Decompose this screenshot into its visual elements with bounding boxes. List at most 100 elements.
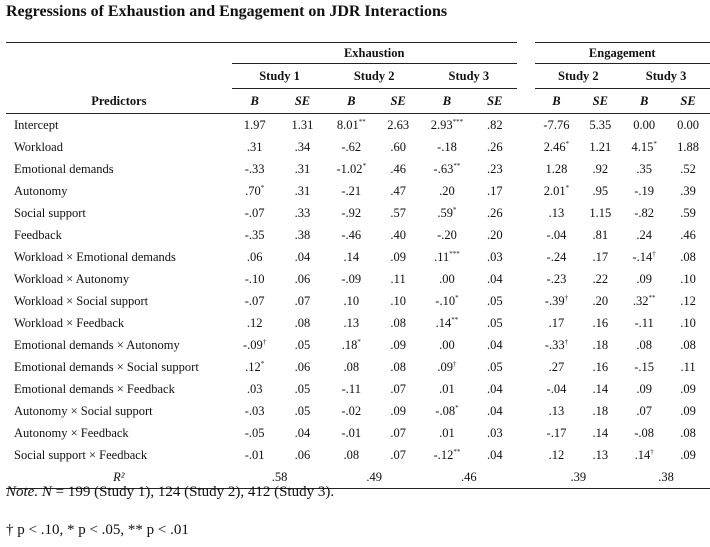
cell-value: .14 (343, 249, 360, 264)
cell-value: .07 (390, 381, 406, 396)
coefficient-cell: -.24 (535, 246, 579, 268)
predictor-label: Emotional demands × Feedback (14, 381, 175, 396)
cell-value: 2.46 (543, 139, 566, 154)
cell-value: .10 (390, 293, 406, 308)
table-row: Autonomy .70* .31 -.21.47.20.17 2.01* .95 -.19… (6, 180, 710, 202)
se-cell: .04 (278, 246, 328, 268)
predictor-label: Autonomy × Social support (14, 403, 153, 418)
cell-value: .06 (294, 447, 311, 462)
significance-marker: * (357, 337, 361, 346)
predictor-label: Social support (14, 205, 86, 220)
column-gap (517, 268, 535, 290)
coefficient-cell: -.14† (622, 246, 666, 268)
se-cell: .07 (375, 378, 421, 400)
coefficient-cell: .13 (535, 400, 579, 422)
cell-value: -7.76 (543, 117, 570, 132)
coefficient-cell: -.92 (327, 202, 375, 224)
se-cell: 0.00 (666, 114, 710, 137)
coefficient-cell: .17 (535, 312, 579, 334)
coefficient-cell: -.18 (421, 136, 473, 158)
cell-value: 1.31 (291, 117, 314, 132)
cell-value: -.23 (546, 271, 567, 286)
cell-value: .40 (390, 227, 406, 242)
b-header: B (421, 88, 473, 114)
cell-value: .11 (434, 249, 450, 264)
se-cell: .05 (473, 356, 517, 378)
cell-value: .05 (294, 337, 311, 352)
cell-value: .14 (435, 315, 452, 330)
predictor-label: Feedback (14, 227, 62, 242)
coefficient-cell: .08 (327, 444, 375, 466)
cell-value: .27 (548, 359, 565, 374)
coefficient-cell: -.63** (421, 158, 473, 180)
se-header: SE (578, 88, 623, 114)
coefficient-cell: .70* (232, 180, 278, 202)
se-cell: .20 (473, 224, 517, 246)
coefficient-cell: .31 (232, 136, 278, 158)
coefficient-cell: .12* (232, 356, 278, 378)
se-cell: .05 (473, 290, 517, 312)
cell-value: -.08 (634, 425, 655, 440)
cell-value: .12 (246, 315, 263, 330)
se-cell: .22 (578, 268, 622, 290)
cell-value: .81 (592, 227, 609, 242)
se-cell: .03 (473, 246, 517, 268)
cell-value: -.92 (341, 205, 362, 220)
cell-value: .06 (294, 359, 311, 374)
cell-value: -.20 (437, 227, 457, 242)
predictor-label: Social support × Feedback (14, 447, 148, 462)
coefficient-cell: -.05 (232, 422, 278, 444)
significance-marker: ** (358, 117, 366, 126)
cell-value: -.09 (243, 337, 263, 352)
column-gap (517, 378, 535, 400)
cell-value: .17 (592, 249, 609, 264)
coefficient-cell: 1.97 (232, 114, 278, 137)
se-cell: 1.21 (578, 136, 622, 158)
table-body: Intercept 1.97 1.31 8.01** 2.63 2.93*** .82 -7.… (6, 114, 710, 467)
study-header-row: Study 1 Study 2 Study 3 Study 2 Study 3 (6, 63, 710, 89)
coefficient-cell: 4.15* (622, 136, 666, 158)
b-header: B (231, 88, 278, 114)
cell-value: .09 (437, 359, 454, 374)
significance-marker: ** (451, 315, 459, 324)
cell-value: .08 (636, 337, 652, 352)
cell-value: -.12 (433, 447, 454, 462)
coefficient-cell: .24 (622, 224, 666, 246)
se-cell: .04 (473, 400, 517, 422)
significance-marker: † (453, 359, 457, 368)
cell-value: .59 (680, 205, 696, 220)
cell-value: -.46 (341, 227, 362, 242)
cell-value: -.01 (341, 425, 362, 440)
coefficient-cell: .06 (232, 246, 278, 268)
table-row: Social support × Feedback -.01 .06 .08 .07 -.… (6, 444, 710, 466)
exhaustion-group-header: Exhaustion (231, 42, 517, 64)
coefficient-cell: .09 (622, 378, 666, 400)
column-gap (517, 180, 535, 202)
cell-value: .10 (680, 315, 696, 330)
se-cell: .09 (666, 400, 710, 422)
cell-value: .18 (592, 403, 609, 418)
se-cell: .10 (375, 290, 421, 312)
column-header-row: Predictors B SE B SE B SE B SE B SE (6, 88, 710, 114)
cell-value: -.35 (244, 227, 265, 242)
cell-value: -.15 (634, 359, 655, 374)
cell-value: -.07 (244, 293, 265, 308)
cell-value: -.03 (244, 403, 265, 418)
se-cell: .14 (578, 422, 622, 444)
coefficient-cell: -.07 (232, 290, 278, 312)
se-header: SE (472, 88, 517, 114)
se-cell: .06 (278, 444, 328, 466)
cell-value: 8.01 (336, 117, 359, 132)
cell-value: .05 (294, 403, 311, 418)
cell-value: .57 (390, 205, 406, 220)
cell-value: -.17 (546, 425, 567, 440)
se-cell: .08 (375, 356, 421, 378)
cell-value: .12 (548, 447, 565, 462)
se-cell: .92 (578, 158, 622, 180)
cell-value: -.02 (341, 403, 362, 418)
coefficient-cell: 2.93*** (421, 114, 473, 137)
column-gap (517, 312, 535, 334)
se-header: SE (666, 88, 710, 114)
se-cell: .04 (278, 422, 328, 444)
coefficient-cell: -.09† (232, 334, 278, 356)
